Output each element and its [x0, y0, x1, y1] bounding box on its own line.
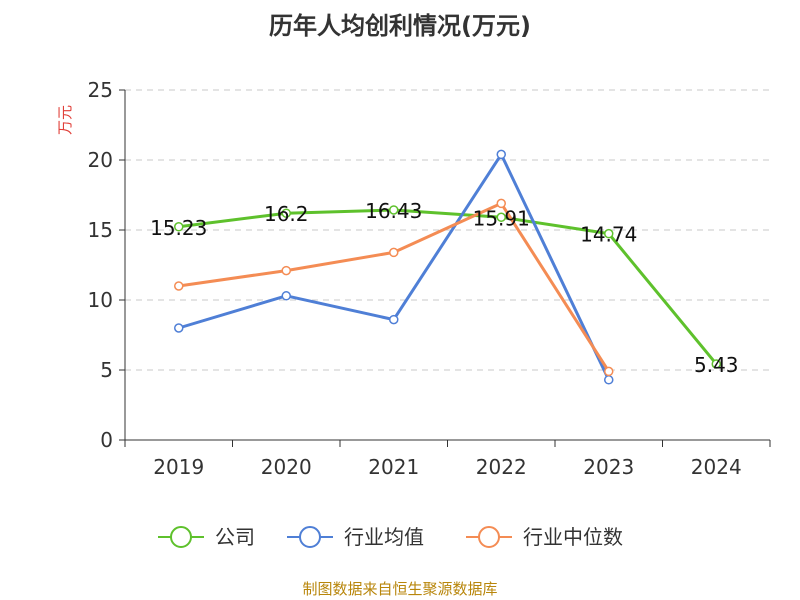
- legend-label: 行业中位数: [523, 525, 623, 549]
- x-tick-label: 2020: [261, 455, 312, 479]
- data-labels: 15.23 16.2 16.43 15.91 14.74 5.43: [150, 199, 738, 377]
- gridlines: [125, 89, 770, 371]
- y-tick-label: 0: [100, 428, 113, 452]
- axes: 0 5 10 15 20 25 2019 2020 2021 2022 2023 2024 万元: [56, 78, 771, 479]
- legend-marker: [478, 526, 500, 548]
- data-point: [604, 228, 614, 239]
- legend-label: 行业均值: [344, 525, 424, 549]
- chart-title: 历年人均创利情况(万元): [269, 12, 531, 40]
- x-tick-label: 2021: [368, 455, 419, 479]
- series-line-0: [178, 208, 718, 365]
- data-point: [496, 212, 506, 223]
- data-point: [496, 198, 506, 209]
- data-label: 16.43: [365, 199, 422, 223]
- data-point: [389, 205, 399, 215]
- data-point: [711, 359, 721, 369]
- y-tick-label: 5: [100, 358, 113, 382]
- legend-marker: [170, 526, 192, 548]
- data-point: [389, 247, 399, 258]
- x-tick-label: 2019: [153, 455, 204, 479]
- data-point: [174, 323, 184, 333]
- y-tick-label: 10: [88, 288, 113, 312]
- series-lines: [174, 149, 721, 385]
- x-tick-label: 2024: [691, 455, 742, 479]
- data-point: [604, 375, 614, 385]
- series-line-2: [178, 201, 611, 373]
- data-point: [174, 222, 184, 232]
- y-axis-label: 万元: [56, 105, 74, 135]
- series-line-1: [178, 152, 611, 381]
- data-point: [281, 291, 291, 301]
- data-point: [281, 265, 291, 276]
- legend-label: 公司: [215, 525, 255, 549]
- data-point: [389, 314, 399, 325]
- x-tick-label: 2022: [476, 455, 527, 479]
- data-point: [604, 366, 614, 377]
- data-point: [174, 281, 184, 291]
- x-tick-label: 2023: [583, 455, 634, 479]
- data-point: [496, 149, 506, 160]
- y-tick-label: 25: [88, 78, 113, 102]
- data-label: 15.23: [150, 216, 207, 240]
- y-tick-label: 20: [88, 148, 113, 172]
- legend: 公司 行业均值 行业中位数: [158, 525, 623, 549]
- data-source-note: 制图数据来自恒生聚源数据库: [302, 580, 498, 598]
- data-label: 14.74: [580, 223, 637, 247]
- data-label: 16.2: [264, 202, 309, 226]
- data-label: 5.43: [694, 353, 739, 377]
- data-point: [281, 208, 291, 218]
- data-label: 15.91: [473, 206, 530, 230]
- legend-marker: [299, 526, 321, 548]
- y-tick-label: 15: [88, 218, 113, 242]
